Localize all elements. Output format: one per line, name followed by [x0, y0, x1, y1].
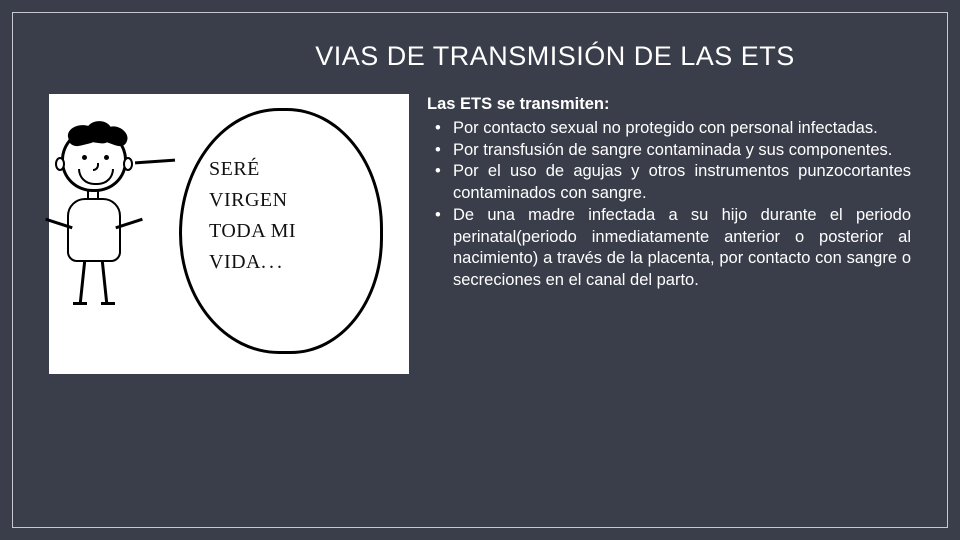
bubble-line-1: Seré [209, 154, 359, 185]
intro-line: Las ETS se transmiten: [427, 94, 911, 116]
slide-title: VIAS DE TRANSMISIÓN DE LAS ETS [199, 41, 911, 72]
slide-frame: VIAS DE TRANSMISIÓN DE LAS ETS Seré [12, 12, 948, 528]
bubble-line-4: vida... [209, 247, 359, 278]
speech-connector [135, 159, 175, 164]
bubble-line-3: toda mi [209, 216, 359, 247]
boy-drawing [61, 128, 127, 192]
illustration-panel: Seré virgen toda mi vida... [49, 94, 409, 374]
text-column: Las ETS se transmiten: Por contacto sexu… [427, 94, 911, 292]
bubble-line-2: virgen [209, 185, 359, 216]
bullet-item: Por el uso de agujas y otros instrumento… [427, 161, 911, 205]
speech-bubble-text: Seré virgen toda mi vida... [209, 154, 359, 278]
bullet-list: Por contacto sexual no protegido con per… [427, 118, 911, 292]
bullet-item: De una madre infectada a su hijo durante… [427, 205, 911, 292]
content-row: Seré virgen toda mi vida... Las ETS se t… [49, 94, 911, 374]
bullet-item: Por transfusión de sangre contaminada y … [427, 140, 911, 162]
bullet-item: Por contacto sexual no protegido con per… [427, 118, 911, 140]
